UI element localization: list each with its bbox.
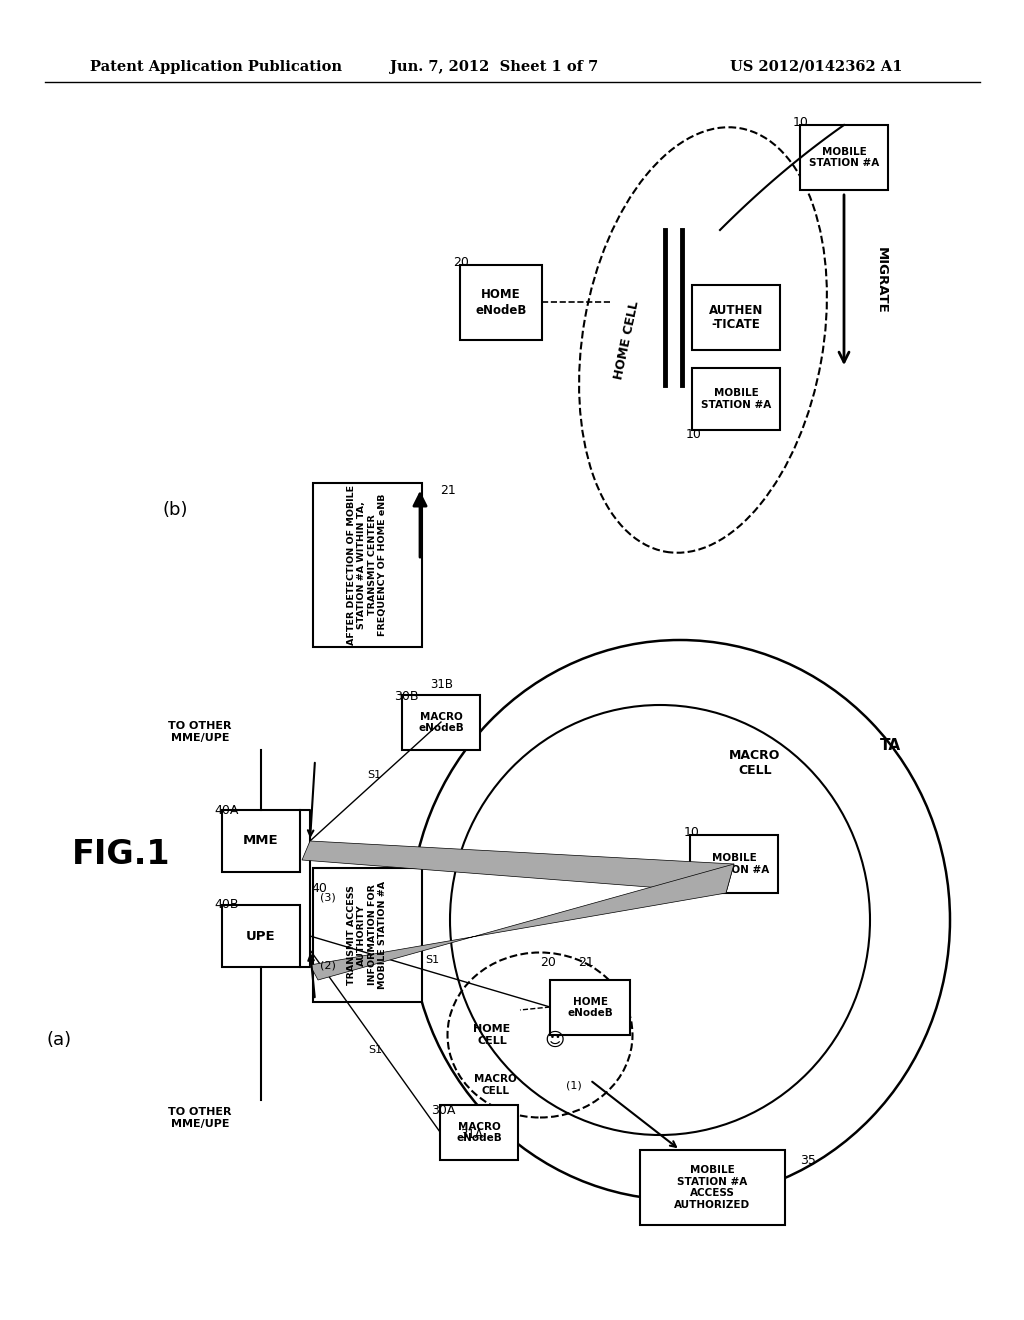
Text: 31A: 31A [460,1129,483,1142]
FancyBboxPatch shape [460,265,542,341]
Text: S1: S1 [368,1045,382,1055]
Text: MME: MME [243,834,279,847]
FancyBboxPatch shape [313,483,422,647]
FancyBboxPatch shape [692,368,780,430]
Text: S1: S1 [425,954,439,965]
Text: UPE: UPE [246,929,275,942]
Text: (2): (2) [319,960,336,970]
Text: MOBILE
STATION #A: MOBILE STATION #A [809,147,880,168]
Text: 31B: 31B [430,678,453,692]
FancyBboxPatch shape [222,906,300,968]
Text: (1): (1) [566,1080,582,1090]
Text: MOBILE
STATION #A: MOBILE STATION #A [698,853,769,875]
Text: TRANSMIT ACCESS
AUTHORITY
INFORMATION FOR
MOBILE STATION #A: TRANSMIT ACCESS AUTHORITY INFORMATION FO… [347,880,387,989]
Text: MACRO
eNodeB: MACRO eNodeB [456,1122,502,1143]
Text: 10: 10 [684,825,699,838]
Text: MOBILE
STATION #A: MOBILE STATION #A [700,388,771,409]
Text: ☺: ☺ [545,1031,565,1049]
Text: MACRO
CELL: MACRO CELL [729,748,780,777]
FancyBboxPatch shape [692,285,780,350]
Text: 20: 20 [540,957,556,969]
Text: Jun. 7, 2012  Sheet 1 of 7: Jun. 7, 2012 Sheet 1 of 7 [390,59,598,74]
Text: 40B: 40B [214,899,239,912]
Text: 10: 10 [686,429,701,441]
Text: MACRO
eNodeB: MACRO eNodeB [418,711,464,734]
Text: TO OTHER
MME/UPE: TO OTHER MME/UPE [168,1107,231,1129]
Text: (3): (3) [319,894,336,903]
Text: HOME
eNodeB: HOME eNodeB [475,289,526,317]
Text: 30B: 30B [394,690,419,704]
FancyBboxPatch shape [402,696,480,750]
Text: MACRO
CELL: MACRO CELL [474,1074,516,1096]
FancyBboxPatch shape [550,979,630,1035]
Text: 35: 35 [800,1154,816,1167]
FancyBboxPatch shape [440,1105,518,1160]
Text: HOME CELL: HOME CELL [612,300,642,380]
Text: TO OTHER
MME/UPE: TO OTHER MME/UPE [168,721,231,743]
Text: MOBILE
STATION #A
ACCESS
AUTHORIZED: MOBILE STATION #A ACCESS AUTHORIZED [675,1166,751,1210]
Text: HOME
CELL: HOME CELL [473,1024,511,1045]
Text: AUTHEN
-TICATE: AUTHEN -TICATE [709,304,763,331]
Text: 30A: 30A [431,1104,456,1117]
Text: 21: 21 [578,957,594,969]
Text: 20: 20 [453,256,469,269]
Text: Patent Application Publication: Patent Application Publication [90,59,342,74]
Text: 40: 40 [311,882,327,895]
Text: FIG.1: FIG.1 [72,838,171,871]
FancyBboxPatch shape [313,869,422,1002]
Text: 21: 21 [440,483,456,496]
FancyBboxPatch shape [640,1150,785,1225]
Text: S1: S1 [367,770,381,780]
Text: 40A: 40A [214,804,239,817]
Text: (b): (b) [162,502,187,519]
Text: US 2012/0142362 A1: US 2012/0142362 A1 [730,59,902,74]
Text: TA: TA [880,738,901,752]
Polygon shape [302,841,734,894]
Text: (a): (a) [46,1031,71,1049]
Text: HOME
eNodeB: HOME eNodeB [567,997,613,1018]
Polygon shape [310,865,734,979]
FancyBboxPatch shape [800,125,888,190]
FancyBboxPatch shape [690,836,778,894]
Text: MIGRATE: MIGRATE [874,247,888,313]
Text: 10: 10 [793,116,809,128]
FancyBboxPatch shape [222,810,300,873]
Text: AFTER DETECTION OF MOBILE
STATION #A WITHIN TA,
TRANSMIT CENTER
FREQUENCY OF HOM: AFTER DETECTION OF MOBILE STATION #A WIT… [347,484,387,645]
